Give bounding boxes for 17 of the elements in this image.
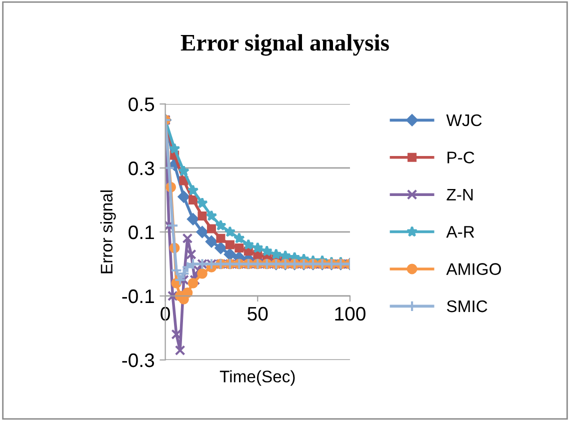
legend-label: Z-N — [446, 188, 473, 200]
legend-label: AMIGO — [446, 263, 501, 275]
legend-label: SMIC — [446, 300, 488, 312]
x-tick-label: 100 — [335, 306, 366, 321]
legend-label: P-C — [448, 152, 474, 164]
legend-label: WJC — [446, 114, 482, 126]
legend-label: A-R — [446, 226, 474, 238]
y-tick-label: -0.3 — [122, 353, 154, 368]
y-axis-title: Error signal — [100, 190, 116, 274]
x-axis-title: Time(Sec) — [220, 370, 295, 386]
x-tick-label: 50 — [248, 306, 268, 321]
y-tick-label: 0.5 — [128, 97, 154, 112]
y-tick-label: 0.1 — [128, 225, 154, 240]
chart-title: Error signal analysis — [180, 34, 389, 56]
y-tick-label: -0.1 — [122, 289, 154, 304]
x-tick-label: 0 — [160, 306, 170, 321]
y-tick-label: 0.3 — [128, 161, 154, 176]
